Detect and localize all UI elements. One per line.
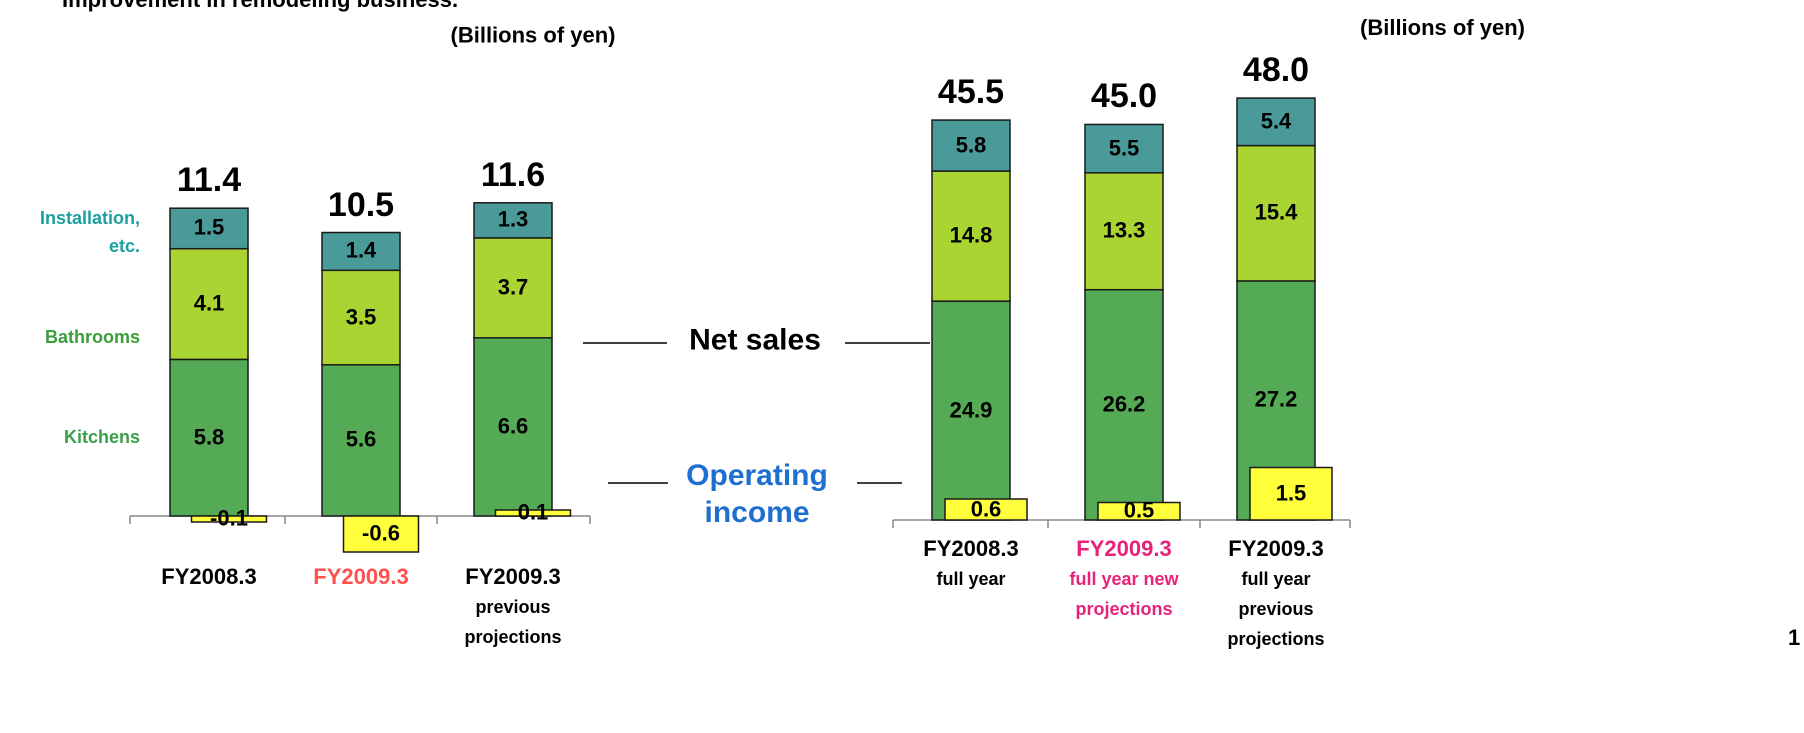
total-label: 45.5 — [937, 72, 1005, 111]
bar-segment — [169, 207, 249, 250]
segment-label: 5.5 — [1108, 135, 1140, 161]
total-label: 45.0 — [1090, 77, 1158, 116]
segment-label: 4.1 — [193, 290, 225, 316]
operating-income-label: -0.6 — [362, 520, 400, 546]
total-label: 11.6 — [480, 155, 546, 194]
operating-income-bar — [1249, 466, 1333, 521]
total-label: 11.4 — [176, 161, 242, 199]
category-label: FY2009.3 full year previous projections — [1227, 536, 1325, 649]
bar-segment — [321, 269, 401, 366]
operating-income-label: 0.1 — [517, 499, 549, 525]
bar-segment — [1236, 97, 1316, 147]
category-label: FY2009.3 previous projections — [464, 564, 562, 647]
bar-segment — [1236, 144, 1316, 282]
segment-label: 24.9 — [949, 397, 993, 423]
operating-income-bar — [190, 515, 268, 523]
bar-segment — [321, 231, 401, 272]
segment-label: 1.4 — [345, 238, 377, 264]
operating-income-label: Operating income — [686, 459, 828, 529]
slide-title: Improvement in remodeling business. — [62, 0, 458, 15]
bar-segment — [321, 364, 401, 517]
bar-segment — [169, 358, 249, 517]
operating-income-label: -0.1 — [210, 505, 248, 531]
unit-label: (Billions of yen) — [450, 22, 616, 48]
bar-segment — [931, 300, 1011, 521]
bar-segment — [1084, 172, 1164, 291]
segment-label: 15.4 — [1254, 199, 1298, 225]
bar-segment — [473, 237, 553, 339]
segment-label: 14.8 — [949, 222, 993, 248]
legend-label: Bathrooms — [44, 327, 140, 347]
category-label: FY2008.3 — [161, 564, 257, 589]
segment-label: 27.2 — [1254, 387, 1298, 413]
bar-segment — [931, 119, 1011, 172]
category-label: FY2009.3 full year new projections — [1069, 536, 1179, 619]
segment-label: 3.7 — [497, 274, 529, 300]
segment-label: 5.8 — [193, 424, 225, 450]
bar-segment — [473, 202, 553, 239]
operating-income-bar — [494, 509, 572, 517]
segment-label: 5.8 — [955, 132, 987, 158]
operating-income-label: 0.6 — [970, 496, 1002, 522]
segment-label: 5.6 — [345, 427, 377, 453]
operating-income-label: 0.5 — [1123, 497, 1155, 523]
segment-label: 1.3 — [497, 207, 529, 233]
segment-label: 13.3 — [1102, 217, 1146, 243]
legend-label: Installation, etc. — [39, 208, 140, 256]
total-label: 10.5 — [327, 185, 395, 224]
operating-income-label: 1.5 — [1275, 480, 1307, 506]
segment-label: 1.5 — [193, 215, 225, 241]
operating-income-bar — [944, 498, 1028, 521]
operating-income-bar — [1097, 501, 1181, 521]
bar-segment — [931, 170, 1011, 302]
segment-label: 3.5 — [345, 304, 377, 330]
legend-label: Kitchens — [63, 427, 140, 447]
operating-income-bar — [342, 515, 420, 553]
bar-segment — [169, 247, 249, 361]
segment-label: 26.2 — [1102, 391, 1146, 417]
unit-label: (Billions of yen) — [1360, 15, 1525, 40]
net-sales-label: Net sales — [689, 323, 821, 357]
segment-label: 5.4 — [1260, 108, 1292, 134]
bar-segment — [1084, 123, 1164, 174]
page-number: 1 — [1788, 625, 1801, 650]
total-label: 48.0 — [1242, 50, 1310, 89]
segment-label: 6.6 — [497, 413, 529, 439]
category-label: FY2008.3 full year — [923, 536, 1019, 589]
category-label: FY2009.3 — [313, 564, 409, 589]
bar-segment — [1084, 288, 1164, 521]
